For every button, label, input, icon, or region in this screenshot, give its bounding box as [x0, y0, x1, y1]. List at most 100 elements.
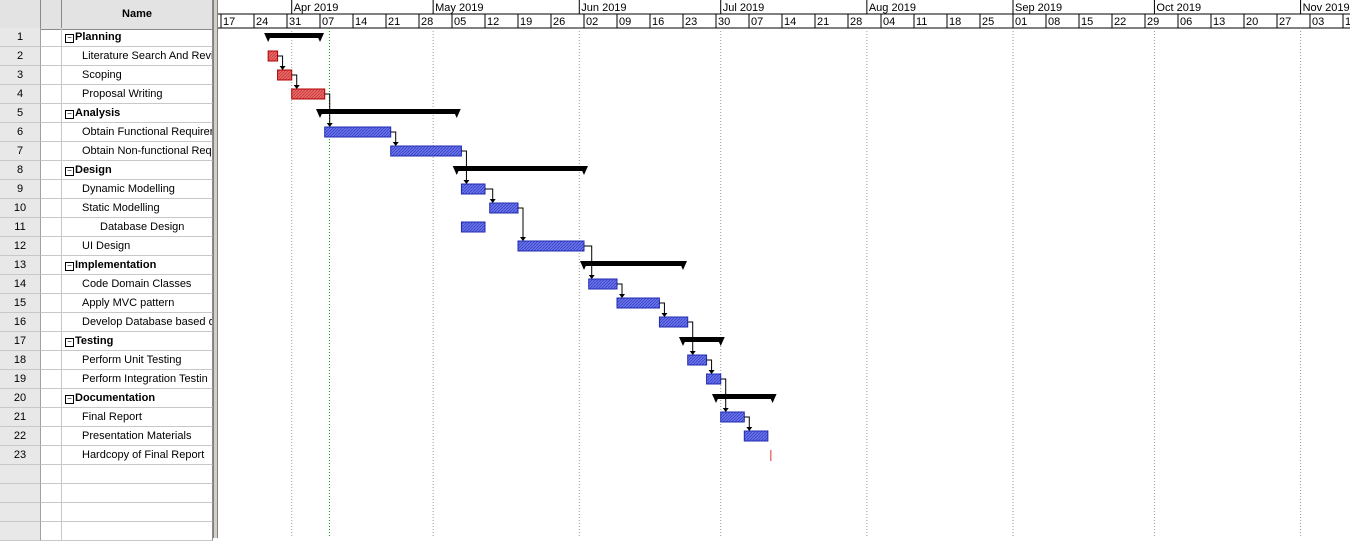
table-row[interactable]: 12 UI Design	[0, 237, 213, 256]
task-name-cell[interactable]: Dynamic Modelling	[62, 180, 213, 199]
summary-bar[interactable]	[716, 394, 773, 399]
name-column-header[interactable]: Name	[62, 0, 213, 30]
task-bar[interactable]	[517, 240, 585, 252]
table-row[interactable]: 13 − Implementation	[0, 256, 213, 275]
task-name-cell[interactable]: − Implementation	[62, 256, 213, 275]
task-bar[interactable]	[687, 354, 708, 366]
table-row[interactable]	[0, 484, 213, 503]
collapse-toggle-icon[interactable]: −	[65, 338, 74, 347]
table-row[interactable]: 7 Obtain Non-functional Requ	[0, 142, 213, 161]
row-id[interactable]: 21	[0, 408, 41, 427]
table-row[interactable]: 2 Literature Search And Revi	[0, 47, 213, 66]
table-row[interactable]: 5 − Analysis	[0, 104, 213, 123]
row-id[interactable]: 20	[0, 389, 41, 408]
task-bar[interactable]	[390, 145, 462, 157]
row-id[interactable]: 2	[0, 47, 41, 66]
row-id[interactable]: 13	[0, 256, 41, 275]
collapse-toggle-icon[interactable]: −	[65, 395, 74, 404]
task-name-cell[interactable]: − Documentation	[62, 389, 213, 408]
task-name-cell[interactable]: − Planning	[62, 28, 213, 47]
task-name-cell[interactable]: UI Design	[62, 237, 213, 256]
task-name-cell[interactable]: Apply MVC pattern	[62, 294, 213, 313]
task-name-cell[interactable]: Proposal Writing	[62, 85, 213, 104]
task-name-cell[interactable]: Presentation Materials	[62, 427, 213, 446]
task-name-cell[interactable]: − Design	[62, 161, 213, 180]
task-bar[interactable]	[658, 316, 689, 328]
row-id[interactable]: 15	[0, 294, 41, 313]
table-row[interactable]: 4 Proposal Writing	[0, 85, 213, 104]
table-row[interactable]: 18 Perform Unit Testing	[0, 351, 213, 370]
table-row[interactable]	[0, 522, 213, 541]
row-id[interactable]: 16	[0, 313, 41, 332]
row-id[interactable]	[0, 522, 41, 541]
critical-task-bar[interactable]	[277, 69, 293, 81]
task-bar[interactable]	[489, 202, 519, 214]
table-row[interactable]	[0, 465, 213, 484]
task-name-cell[interactable]	[62, 465, 213, 484]
row-id[interactable]: 5	[0, 104, 41, 123]
summary-bar[interactable]	[268, 33, 320, 38]
task-name-cell[interactable]: − Testing	[62, 332, 213, 351]
table-row[interactable]: 20 − Documentation	[0, 389, 213, 408]
table-row[interactable]: 23 Hardcopy of Final Report	[0, 446, 213, 465]
row-id[interactable]: 11	[0, 218, 41, 237]
task-bar[interactable]	[720, 411, 745, 423]
row-id[interactable]: 18	[0, 351, 41, 370]
critical-task-bar[interactable]	[291, 88, 326, 100]
collapse-toggle-icon[interactable]: −	[65, 110, 74, 119]
task-bar[interactable]	[616, 297, 660, 309]
table-row[interactable]: 11 Database Design	[0, 218, 213, 237]
table-row[interactable]: 22 Presentation Materials	[0, 427, 213, 446]
row-id[interactable]: 22	[0, 427, 41, 446]
task-bar[interactable]	[588, 278, 618, 290]
task-name-cell[interactable]: Final Report	[62, 408, 213, 427]
row-id[interactable]: 10	[0, 199, 41, 218]
task-bar[interactable]	[743, 430, 769, 442]
row-id[interactable]: 6	[0, 123, 41, 142]
task-name-cell[interactable]: − Analysis	[62, 104, 213, 123]
summary-bar[interactable]	[683, 337, 721, 342]
row-id[interactable]: 23	[0, 446, 41, 465]
row-id[interactable]	[0, 484, 41, 503]
collapse-toggle-icon[interactable]: −	[65, 34, 74, 43]
task-name-cell[interactable]: Static Modelling	[62, 199, 213, 218]
summary-bar[interactable]	[584, 261, 683, 266]
row-id[interactable]: 17	[0, 332, 41, 351]
indicator-column-header[interactable]	[41, 0, 62, 30]
row-id[interactable]: 9	[0, 180, 41, 199]
row-id[interactable]: 4	[0, 85, 41, 104]
row-id[interactable]: 7	[0, 142, 41, 161]
task-name-cell[interactable]	[62, 503, 213, 522]
task-bar[interactable]	[706, 373, 722, 385]
summary-bar[interactable]	[456, 166, 584, 171]
task-name-cell[interactable]: Literature Search And Revi	[62, 47, 213, 66]
collapse-toggle-icon[interactable]: −	[65, 262, 74, 271]
table-row[interactable]: 1 − Planning	[0, 28, 213, 47]
row-id[interactable]: 14	[0, 275, 41, 294]
critical-task-bar[interactable]	[267, 50, 279, 62]
row-id[interactable]: 8	[0, 161, 41, 180]
task-name-cell[interactable]: Hardcopy of Final Report	[62, 446, 213, 465]
table-row[interactable]: 10 Static Modelling	[0, 199, 213, 218]
id-column-header[interactable]	[0, 0, 41, 30]
task-name-cell[interactable]: Code Domain Classes	[62, 275, 213, 294]
table-row[interactable]: 14 Code Domain Classes	[0, 275, 213, 294]
task-bar[interactable]	[460, 221, 486, 233]
task-bar[interactable]	[460, 183, 486, 195]
row-id[interactable]: 1	[0, 28, 41, 47]
pane-splitter[interactable]	[213, 0, 218, 538]
row-id[interactable]	[0, 503, 41, 522]
table-row[interactable]: 9 Dynamic Modelling	[0, 180, 213, 199]
row-id[interactable]: 12	[0, 237, 41, 256]
task-name-cell[interactable]	[62, 522, 213, 541]
table-row[interactable]: 3 Scoping	[0, 66, 213, 85]
task-name-cell[interactable]: Develop Database based o	[62, 313, 213, 332]
table-row[interactable]	[0, 503, 213, 522]
task-name-cell[interactable]: Scoping	[62, 66, 213, 85]
table-row[interactable]: 8 − Design	[0, 161, 213, 180]
table-row[interactable]: 17 − Testing	[0, 332, 213, 351]
summary-bar[interactable]	[320, 109, 457, 114]
task-name-cell[interactable]: Database Design	[62, 218, 213, 237]
table-row[interactable]: 16 Develop Database based o	[0, 313, 213, 332]
task-name-cell[interactable]: Obtain Non-functional Requ	[62, 142, 213, 161]
